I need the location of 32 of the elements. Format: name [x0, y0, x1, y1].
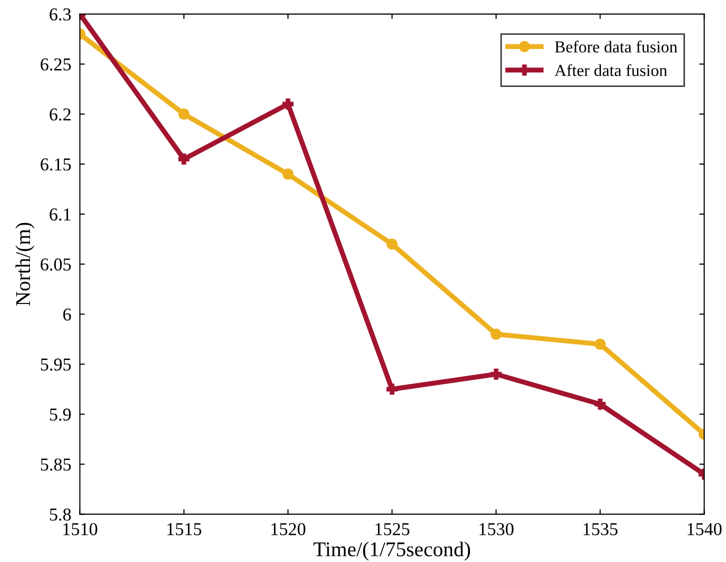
point	[490, 368, 502, 380]
y-axis-title: North/(m)	[15, 222, 34, 306]
y-tick-label: 5.9	[50, 408, 71, 421]
y-tick-label: 5.8	[50, 508, 71, 521]
y-tick-label: 6.3	[50, 8, 71, 21]
point	[594, 338, 606, 350]
point	[386, 238, 398, 250]
point	[178, 108, 190, 120]
point	[282, 168, 294, 180]
point	[178, 154, 190, 165]
y-tick-label: 6.25	[40, 58, 71, 71]
y-tick-label: 6	[63, 308, 71, 321]
point	[386, 384, 398, 395]
y-tick-label: 6.2	[50, 108, 71, 121]
x-tick-label: 1535	[584, 523, 618, 536]
x-tick-label: 1525	[376, 523, 410, 536]
y-tick-label: 6.05	[40, 258, 71, 271]
x-tick-label: 1520	[272, 523, 306, 536]
point	[282, 98, 294, 110]
x-axis-title: Time/(1/75second)	[314, 542, 470, 561]
point	[490, 328, 502, 340]
point	[594, 398, 606, 410]
x-tick-label: 1540	[688, 523, 722, 536]
x-tick-label: 1515	[167, 523, 202, 536]
y-tick-label: 6.1	[50, 208, 70, 221]
legend-label: Before data fusion	[554, 40, 678, 53]
y-tick-label: 6.15	[40, 158, 71, 171]
x-tick-label: 1510	[63, 523, 98, 536]
y-tick-label: 5.95	[40, 358, 71, 371]
y-tick-label: 5.85	[40, 458, 71, 471]
x-tick-label: 1530	[480, 523, 514, 536]
legend-label: After data fusion	[554, 64, 668, 76]
